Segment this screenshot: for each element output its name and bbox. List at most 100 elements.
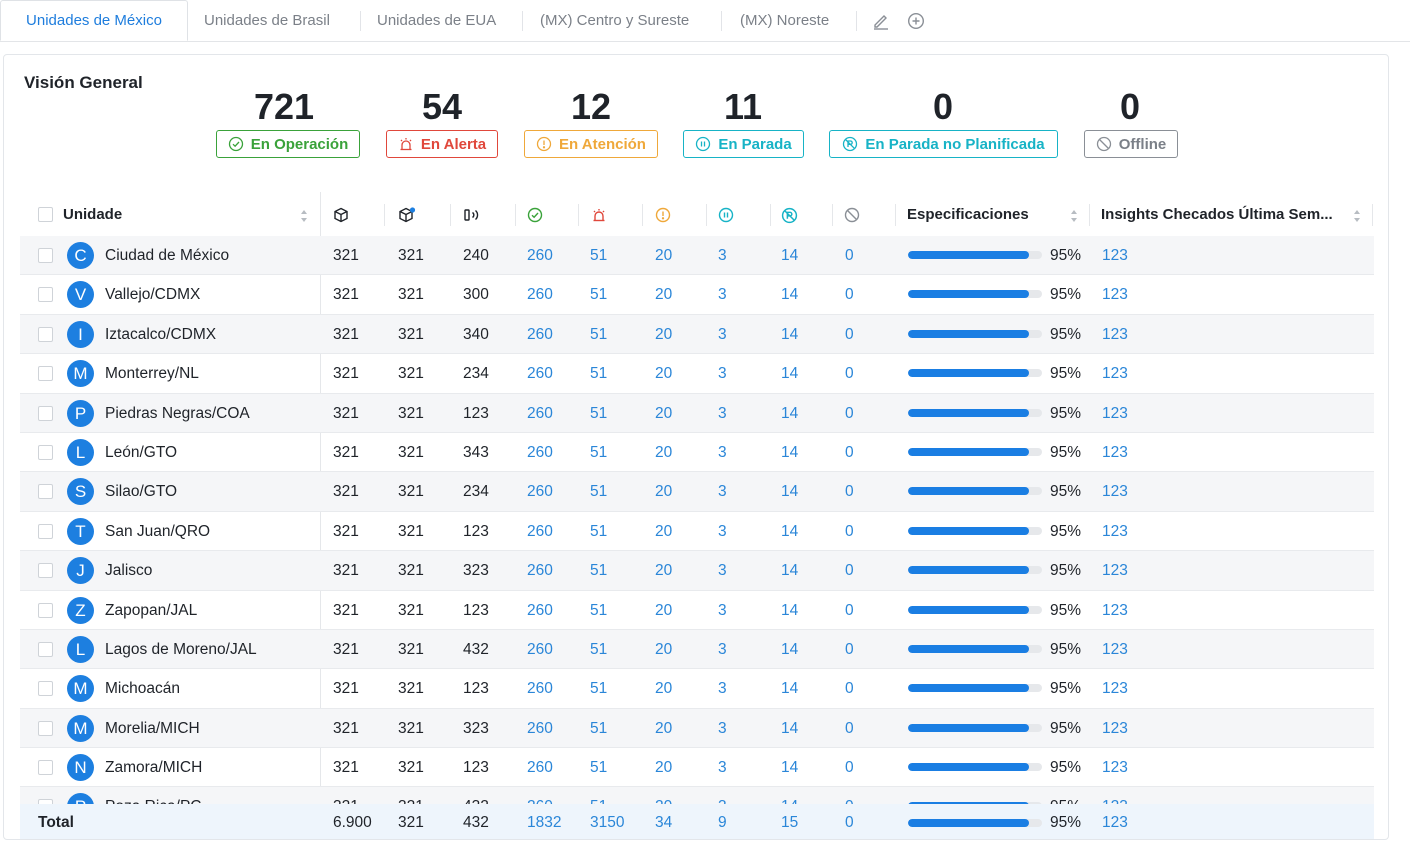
cell-en-operacion[interactable]: 260 <box>527 787 553 804</box>
cell-offline[interactable]: 0 <box>845 601 854 619</box>
cell-en-operacion[interactable]: 260 <box>527 404 553 422</box>
cell-parada-no-planificada[interactable]: 14 <box>781 680 799 698</box>
cell-parada-no-planificada[interactable]: 14 <box>781 286 799 304</box>
total-en-alerta[interactable]: 3150 <box>590 814 625 831</box>
insights-count[interactable]: 123 <box>1102 365 1128 383</box>
tab-unidades-brasil[interactable]: Unidades de Brasil <box>204 12 330 29</box>
cell-en-parada[interactable]: 3 <box>718 601 727 619</box>
unit-name[interactable]: Jalisco <box>105 562 153 580</box>
col-total-equipment[interactable] <box>333 194 349 236</box>
cell-en-operacion[interactable]: 260 <box>527 247 553 264</box>
cell-en-operacion[interactable]: 260 <box>527 365 553 383</box>
cell-en-atencion[interactable]: 20 <box>655 640 673 658</box>
cell-offline[interactable]: 0 <box>845 483 854 501</box>
add-circle-icon[interactable] <box>907 12 925 30</box>
col-insights[interactable]: Insights Checados Última Sem... <box>1101 206 1333 223</box>
badge-offline[interactable]: Offline <box>1084 130 1178 158</box>
cell-parada-no-planificada[interactable]: 14 <box>781 759 799 777</box>
cell-en-alerta[interactable]: 51 <box>590 247 608 264</box>
insights-count[interactable]: 123 <box>1102 759 1128 777</box>
cell-en-atencion[interactable]: 20 <box>655 443 673 461</box>
cell-parada-no-planificada[interactable]: 14 <box>781 522 799 540</box>
row-checkbox[interactable] <box>38 287 53 303</box>
cell-en-parada[interactable]: 3 <box>718 640 727 658</box>
cell-en-atencion[interactable]: 20 <box>655 404 673 422</box>
tab-mx-noreste[interactable]: (MX) Noreste <box>740 12 830 29</box>
cell-parada-no-planificada[interactable]: 14 <box>781 404 799 422</box>
col-parada-no-planificada[interactable] <box>781 194 798 236</box>
cell-parada-no-planificada[interactable]: 14 <box>781 787 798 804</box>
cell-offline[interactable]: 0 <box>845 247 854 264</box>
cell-en-parada[interactable]: 3 <box>718 443 727 461</box>
unit-name[interactable]: Piedras Negras/COA <box>105 404 250 422</box>
total-en-parada[interactable]: 9 <box>718 814 727 831</box>
unit-name[interactable]: Iztacalco/CDMX <box>105 325 217 343</box>
unit-name[interactable]: San Juan/QRO <box>105 522 211 540</box>
cell-offline[interactable]: 0 <box>845 562 854 580</box>
cell-en-parada[interactable]: 3 <box>718 759 727 777</box>
cell-parada-no-planificada[interactable]: 14 <box>781 443 799 461</box>
col-unidade[interactable]: Unidade <box>63 206 123 223</box>
row-checkbox[interactable] <box>38 248 53 263</box>
row-checkbox[interactable] <box>38 641 53 657</box>
tab-unidades-mexico[interactable]: Unidades de México <box>0 0 188 41</box>
cell-en-parada[interactable]: 3 <box>718 719 727 737</box>
table-row[interactable]: M Michoacán 321 321 123 260 51 20 3 14 0 95% 123 <box>20 669 1374 709</box>
insights-count[interactable]: 123 <box>1102 562 1128 580</box>
cell-en-atencion[interactable]: 20 <box>655 286 673 304</box>
row-checkbox[interactable] <box>38 799 53 804</box>
insights-count[interactable]: 123 <box>1102 640 1128 658</box>
cell-en-alerta[interactable]: 51 <box>590 443 608 461</box>
badge-parada-no-planificada[interactable]: En Parada no Planificada <box>829 130 1058 158</box>
cell-en-atencion[interactable]: 20 <box>655 483 673 501</box>
cell-offline[interactable]: 0 <box>845 759 854 777</box>
col-en-parada[interactable] <box>718 194 734 236</box>
col-signal[interactable] <box>463 194 481 236</box>
table-row[interactable]: P Poza Rica/PC 321 321 432 260 51 20 3 14 0 95% 123 <box>20 787 1374 804</box>
cell-en-operacion[interactable]: 260 <box>527 562 553 580</box>
cell-en-atencion[interactable]: 20 <box>655 562 673 580</box>
cell-offline[interactable]: 0 <box>845 640 854 658</box>
cell-offline[interactable]: 0 <box>845 286 854 304</box>
insights-count[interactable]: 123 <box>1102 787 1128 804</box>
row-checkbox[interactable] <box>38 602 53 618</box>
cell-en-atencion[interactable]: 20 <box>655 719 673 737</box>
col-en-operacion[interactable] <box>527 194 543 236</box>
unit-name[interactable]: Lagos de Moreno/JAL <box>105 640 257 658</box>
total-parada-no-planificada[interactable]: 15 <box>781 814 799 831</box>
select-all-checkbox[interactable] <box>38 207 53 222</box>
cell-en-alerta[interactable]: 51 <box>590 640 608 658</box>
cell-en-atencion[interactable]: 20 <box>655 601 673 619</box>
cell-en-parada[interactable]: 3 <box>718 787 727 804</box>
row-checkbox[interactable] <box>38 760 53 776</box>
cell-en-alerta[interactable]: 51 <box>590 562 608 580</box>
sort-icon[interactable] <box>1070 209 1078 223</box>
cell-en-alerta[interactable]: 51 <box>590 719 608 737</box>
cell-offline[interactable]: 0 <box>845 680 854 698</box>
cell-en-operacion[interactable]: 260 <box>527 680 553 698</box>
cell-parada-no-planificada[interactable]: 14 <box>781 719 799 737</box>
cell-en-atencion[interactable]: 20 <box>655 522 673 540</box>
unit-name[interactable]: Poza Rica/PC <box>105 787 201 804</box>
table-row[interactable]: L León/GTO 321 321 343 260 51 20 3 14 0 95% 123 <box>20 433 1374 473</box>
cell-en-parada[interactable]: 3 <box>718 680 727 698</box>
cell-offline[interactable]: 0 <box>845 719 854 737</box>
table-row[interactable]: L Lagos de Moreno/JAL 321 321 432 260 51 20 3 14 0… <box>20 629 1374 670</box>
cell-parada-no-planificada[interactable]: 14 <box>781 640 799 658</box>
cell-en-operacion[interactable]: 260 <box>527 443 553 461</box>
unit-name[interactable]: Michoacán <box>105 680 180 698</box>
sort-icon[interactable] <box>300 209 308 223</box>
cell-en-alerta[interactable]: 51 <box>590 759 608 777</box>
total-en-operacion[interactable]: 1832 <box>527 814 562 831</box>
table-row[interactable]: S Silao/GTO 321 321 234 260 51 20 3 14 0 95% 123 <box>20 472 1374 512</box>
cell-en-operacion[interactable]: 260 <box>527 325 553 343</box>
row-checkbox[interactable] <box>38 523 53 539</box>
cell-en-parada[interactable]: 3 <box>718 562 727 580</box>
insights-count[interactable]: 123 <box>1102 325 1128 343</box>
cell-en-atencion[interactable]: 20 <box>655 680 673 698</box>
cell-offline[interactable]: 0 <box>845 325 854 343</box>
cell-en-parada[interactable]: 3 <box>718 522 727 540</box>
unit-name[interactable]: Vallejo/CDMX <box>105 286 201 304</box>
unit-name[interactable]: Silao/GTO <box>105 483 178 501</box>
col-especificaciones[interactable]: Especificaciones <box>907 206 1029 223</box>
